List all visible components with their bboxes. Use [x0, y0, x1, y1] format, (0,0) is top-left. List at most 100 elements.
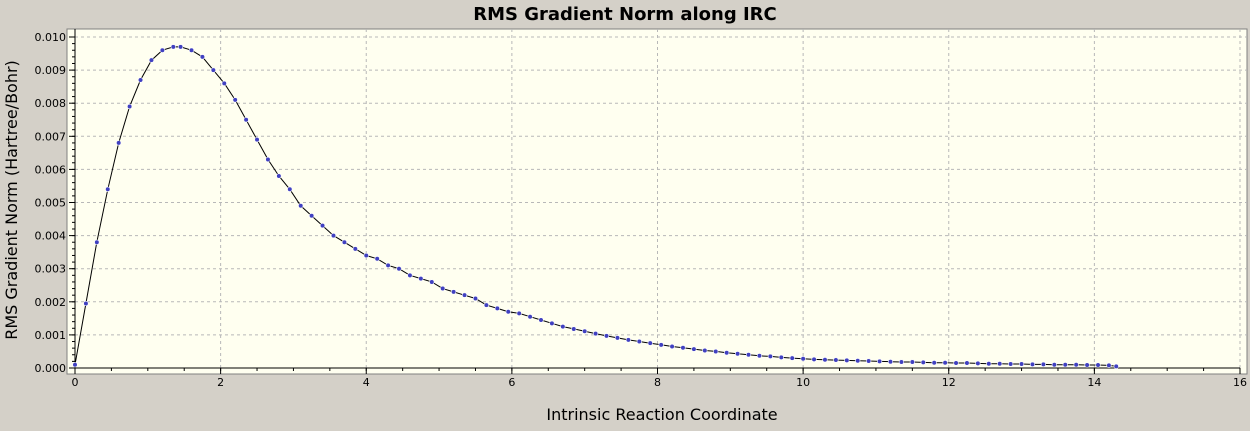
data-point [855, 358, 861, 364]
axes [69, 29, 1241, 374]
data-point [920, 359, 926, 365]
y-tick-label: 0.005 [35, 197, 67, 210]
data-point [549, 320, 555, 326]
data-point [483, 302, 489, 308]
data-point [811, 356, 817, 362]
data-point [625, 337, 631, 343]
data-point [72, 362, 78, 368]
y-axis-label: RMS Gradient Norm (Hartree/Bohr) [2, 60, 21, 340]
data-point [647, 340, 653, 346]
series [72, 44, 1119, 369]
x-tick-label: 14 [1087, 376, 1101, 389]
data-point [199, 54, 206, 60]
y-tick-label: 0.006 [35, 163, 67, 176]
x-tick-label: 4 [363, 376, 370, 389]
data-point [407, 272, 413, 278]
x-tick-label: 10 [796, 376, 810, 389]
x-tick-label: 8 [654, 376, 661, 389]
data-point [975, 360, 981, 366]
grid-lines [75, 29, 1247, 368]
data-point [148, 57, 155, 63]
data-point [603, 333, 610, 339]
data-point [210, 67, 216, 73]
data-point [276, 173, 282, 179]
data-point [1040, 361, 1047, 367]
data-point [116, 140, 122, 146]
data-point [472, 295, 479, 302]
data-point [232, 97, 238, 103]
data-point [429, 279, 435, 285]
data-point [680, 345, 686, 351]
data-point [724, 350, 730, 356]
data-point [953, 360, 959, 366]
data-point [822, 357, 828, 363]
y-tick-label: 0.000 [35, 362, 67, 375]
chart-title: RMS Gradient Norm along IRC [473, 4, 777, 25]
data-point [451, 289, 457, 295]
x-tick-label: 0 [72, 376, 79, 389]
data-point [1008, 361, 1014, 367]
data-point [909, 359, 915, 365]
data-point [374, 256, 380, 262]
data-point [309, 213, 315, 219]
data-point [1018, 361, 1025, 367]
data-point [997, 361, 1003, 367]
data-point [986, 361, 992, 367]
data-point [298, 203, 304, 209]
data-point [876, 358, 883, 364]
data-point [170, 44, 176, 50]
data-point [1084, 362, 1090, 368]
data-point [789, 355, 795, 361]
data-point [1051, 362, 1057, 368]
data-point [593, 330, 599, 337]
data-point [658, 342, 664, 348]
x-axis-label: Intrinsic Reaction Coordinate [546, 405, 777, 424]
data-point [866, 358, 872, 364]
x-tick-label: 16 [1233, 376, 1247, 389]
data-point [363, 252, 369, 259]
data-point [614, 335, 621, 341]
data-point [898, 359, 905, 365]
data-point [942, 360, 948, 366]
data-point [287, 186, 293, 192]
data-point [83, 300, 89, 307]
data-point [461, 292, 468, 298]
data-point [778, 354, 784, 361]
data-point [571, 326, 577, 332]
plot-area [66, 28, 1248, 375]
data-point [964, 360, 970, 366]
data-point [560, 324, 566, 330]
data-point [221, 80, 227, 86]
data-point [844, 357, 850, 363]
data-point [691, 346, 697, 352]
data-point [582, 328, 588, 334]
x-tick-label: 2 [217, 376, 224, 389]
data-point [265, 156, 271, 163]
x-tick-label: 12 [942, 376, 956, 389]
data-point [702, 347, 708, 354]
data-point [1106, 362, 1112, 368]
y-tick-label: 0.007 [35, 130, 67, 143]
data-point [243, 117, 249, 123]
data-point [385, 262, 391, 268]
data-point [1029, 361, 1036, 367]
y-tick-label: 0.009 [35, 64, 67, 77]
data-point [494, 305, 500, 312]
data-point [538, 317, 544, 323]
data-point [94, 239, 100, 245]
data-point [127, 103, 133, 110]
data-point [440, 285, 446, 292]
data-point [159, 47, 165, 53]
data-point [1095, 362, 1101, 368]
data-point [767, 353, 773, 360]
data-point [1062, 362, 1068, 368]
data-point [669, 343, 675, 350]
data-point [105, 186, 111, 192]
data-point [505, 309, 511, 315]
data-point [800, 356, 806, 362]
data-point [352, 246, 358, 252]
data-point [713, 348, 719, 355]
data-point [516, 310, 522, 316]
data-point [177, 44, 184, 50]
